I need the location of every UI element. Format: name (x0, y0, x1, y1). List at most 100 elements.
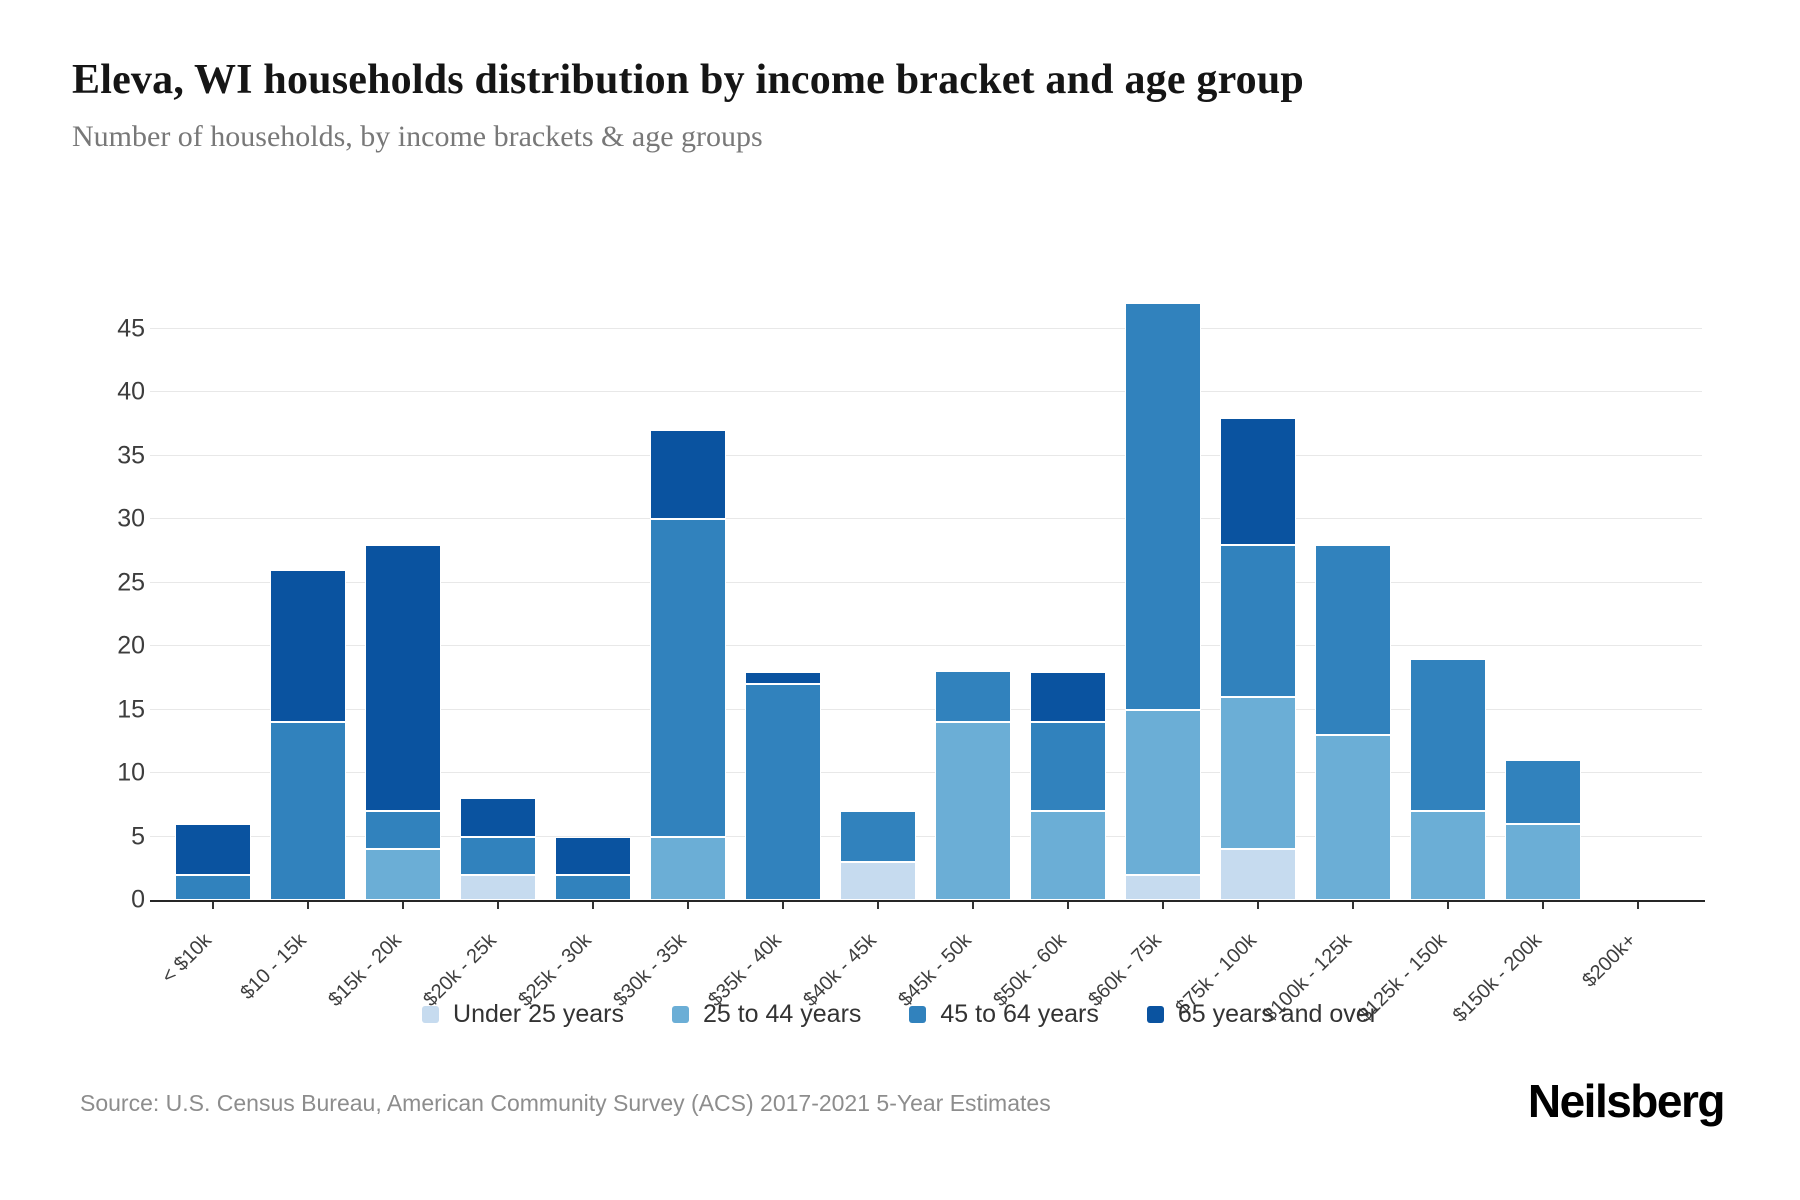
bar-segment[interactable] (554, 836, 631, 875)
x-axis-tick (401, 902, 404, 909)
y-axis-tick-label: 10 (117, 758, 145, 787)
bar-segment[interactable] (364, 849, 441, 900)
bar-segment[interactable] (364, 544, 441, 812)
stacked-bar[interactable] (1504, 760, 1581, 900)
x-axis-tick (306, 902, 309, 909)
bar-segment[interactable] (839, 811, 916, 862)
bar-segment[interactable] (174, 874, 251, 900)
stacked-bar[interactable] (649, 430, 726, 900)
stacked-bar[interactable] (839, 811, 916, 900)
bar-column[interactable] (260, 250, 355, 900)
bar-segment[interactable] (1124, 303, 1201, 710)
bar-column[interactable] (1400, 250, 1495, 900)
gridline-layer (150, 250, 1702, 900)
bar-segment[interactable] (1029, 722, 1106, 812)
bar-segment[interactable] (649, 836, 726, 900)
stacked-bar[interactable] (364, 544, 441, 900)
bar-segment[interactable] (269, 722, 346, 900)
stacked-bar[interactable] (1409, 658, 1486, 900)
bar-segment[interactable] (1504, 760, 1581, 824)
bar-segment[interactable] (459, 874, 536, 900)
bar-segment[interactable] (1219, 417, 1296, 545)
y-axis-tick-label: 40 (117, 377, 145, 406)
bar-segment[interactable] (649, 430, 726, 520)
stacked-bar[interactable] (1314, 544, 1391, 900)
bar-segment[interactable] (1409, 658, 1486, 812)
page-title: Eleva, WI households distribution by inc… (72, 57, 1304, 103)
bar-segment[interactable] (839, 861, 916, 900)
bar-column[interactable] (545, 250, 640, 900)
bar-segment[interactable] (269, 569, 346, 723)
bar-segment[interactable] (1219, 849, 1296, 900)
legend-item[interactable]: 45 to 64 years (909, 1000, 1099, 1029)
bar-segment[interactable] (459, 798, 536, 837)
source-text: Source: U.S. Census Bureau, American Com… (80, 1090, 1051, 1116)
y-axis-tick-label: 30 (117, 504, 145, 533)
bar-column[interactable] (450, 250, 545, 900)
bar-segment[interactable] (934, 722, 1011, 900)
bar-segment[interactable] (459, 836, 536, 875)
bar-column[interactable] (1495, 250, 1590, 900)
bar-segment[interactable] (1314, 544, 1391, 735)
gridline (150, 391, 1702, 393)
y-axis-tick-label: 15 (117, 695, 145, 724)
stacked-bar[interactable] (174, 823, 251, 900)
x-axis-tick (1256, 902, 1259, 909)
bar-segment[interactable] (934, 671, 1011, 723)
stacked-bar[interactable] (459, 798, 536, 900)
legend: Under 25 years 25 to 44 years 45 to 64 yea… (0, 1000, 1800, 1029)
bar-column[interactable] (640, 250, 735, 900)
bar-segment[interactable] (364, 811, 441, 850)
bar-column[interactable] (1210, 250, 1305, 900)
bar-column[interactable] (830, 250, 925, 900)
stacked-bar[interactable] (1029, 671, 1106, 900)
x-axis-tick (1066, 902, 1069, 909)
legend-swatch-icon (1146, 1006, 1164, 1023)
bar-column[interactable] (355, 250, 450, 900)
bar-segment[interactable] (1409, 811, 1486, 900)
bar-column[interactable] (165, 250, 260, 900)
bar-column[interactable] (1305, 250, 1400, 900)
bar-segment[interactable] (1219, 696, 1296, 850)
bar-segment[interactable] (1029, 671, 1106, 723)
legend-item[interactable]: Under 25 years (422, 1000, 624, 1029)
bar-segment[interactable] (1504, 823, 1581, 900)
bar-segment[interactable] (174, 823, 251, 875)
bar-segment[interactable] (1314, 734, 1391, 900)
bar-column[interactable] (1115, 250, 1210, 900)
stacked-bar[interactable] (1219, 417, 1296, 900)
bar-segment[interactable] (744, 671, 821, 685)
x-axis-tick (686, 902, 689, 909)
plot-area (165, 250, 1685, 900)
y-axis-tick-label: 35 (117, 441, 145, 470)
neilsberg-logo: Neilsberg (1527, 1075, 1726, 1127)
bar-segment[interactable] (554, 874, 631, 900)
bar-segment[interactable] (1124, 874, 1201, 900)
bar-column[interactable] (1020, 250, 1115, 900)
legend-item[interactable]: 25 to 44 years (671, 1000, 861, 1029)
bar-column[interactable] (1590, 250, 1685, 900)
stacked-bar[interactable] (269, 569, 346, 900)
legend-item[interactable]: 65 years and over (1146, 1000, 1378, 1029)
y-axis-tick-label: 20 (117, 631, 145, 660)
gridline (150, 772, 1702, 774)
bar-column[interactable] (925, 250, 1020, 900)
gridline (150, 454, 1702, 456)
stacked-bar[interactable] (1124, 303, 1201, 900)
page-subtitle: Number of households, by income brackets… (72, 120, 763, 153)
bar-segment[interactable] (1029, 811, 1106, 900)
bar-column[interactable] (735, 250, 830, 900)
bar-segment[interactable] (744, 684, 821, 900)
bar-segment[interactable] (1219, 544, 1296, 697)
stacked-bar[interactable] (744, 671, 821, 900)
stacked-bar[interactable] (934, 671, 1011, 900)
bar-segment[interactable] (1124, 709, 1201, 875)
stacked-bar[interactable] (554, 836, 631, 900)
x-axis-tick (876, 902, 879, 909)
bar-segment[interactable] (649, 519, 726, 837)
legend-label: Under 25 years (453, 1000, 624, 1028)
x-axis-tick (496, 902, 499, 909)
y-axis-tick-label: 0 (131, 885, 145, 914)
y-axis-tick-label: 45 (117, 314, 145, 343)
x-axis-line (150, 900, 1705, 902)
